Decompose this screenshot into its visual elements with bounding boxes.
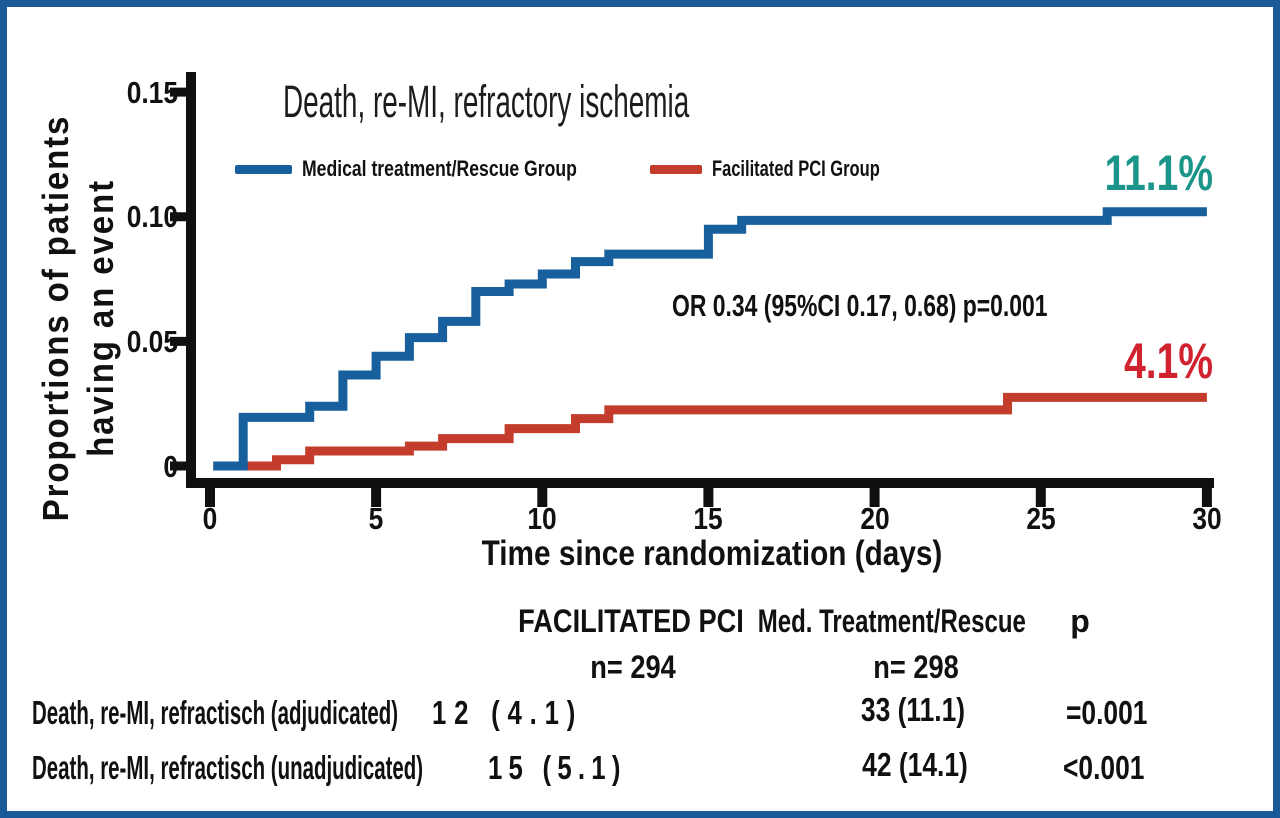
table-col-header-facilitated: FACILITATED PCI [518, 603, 744, 639]
chart-title: Death, re-MI, refractory ischemia [283, 76, 690, 127]
endpoint-label-medical: 11.1% [1104, 145, 1213, 201]
x-axis-title: Time since randomization (days) [481, 534, 943, 573]
y-tick-label: 0.05 [126, 324, 178, 359]
table-cell-facilitated-adjudicated: 12 (4.1) [432, 694, 584, 731]
y-tick-label: 0 [163, 449, 178, 484]
x-tick-label: 15 [693, 501, 723, 536]
endpoint-label-pci: 4.1% [1124, 333, 1213, 389]
legend-swatch-medical [235, 165, 292, 174]
table-col-header-p: p [1070, 603, 1090, 639]
x-tick-label: 30 [1192, 501, 1222, 536]
y-axis-title: Proportions of patients having an event [20, 58, 136, 578]
table-cell-p-adjudicated: =0.001 [1066, 694, 1148, 731]
legend-swatch-pci [650, 165, 702, 174]
legend-label-medical: Medical treatment/Rescue Group [302, 156, 577, 181]
table-subheader-n-facilitated: n= 294 [590, 649, 676, 685]
odds-ratio-annotation: OR 0.34 (95%CI 0.17, 0.68) p=0.001 [672, 288, 1048, 323]
table-row-label-unadjudicated: Death, re-MI, refractisch (unadjudicated… [32, 749, 424, 786]
x-tick-label: 10 [527, 501, 557, 536]
table-subheader-n-medical: n= 298 [873, 649, 959, 685]
y-tick-label: 0.10 [126, 199, 178, 234]
table-col-header-medical: Med. Treatment/Rescue [757, 603, 1026, 639]
legend-label-pci: Facilitated PCI Group [712, 156, 880, 181]
x-tick-label: 25 [1026, 501, 1056, 536]
table-cell-facilitated-unadjudicated: 15 (5.1) [488, 749, 627, 786]
x-tick-label: 5 [368, 501, 384, 536]
table-cell-medical-adjudicated: 33 (11.1) [860, 691, 966, 728]
x-tick-label: 20 [860, 501, 890, 536]
table-cell-medical-unadjudicated: 42 (14.1) [862, 746, 968, 783]
table-cell-p-unadjudicated: <0.001 [1063, 749, 1145, 786]
y-tick-label: 0.15 [126, 75, 178, 110]
table-row-label-adjudicated: Death, re-MI, refractisch (adjudicated) [32, 694, 399, 731]
y-axis-title-line1: Proportions of patients [35, 114, 76, 522]
y-axis-title-line2: having an event [80, 179, 121, 457]
x-tick-label: 0 [202, 501, 218, 536]
